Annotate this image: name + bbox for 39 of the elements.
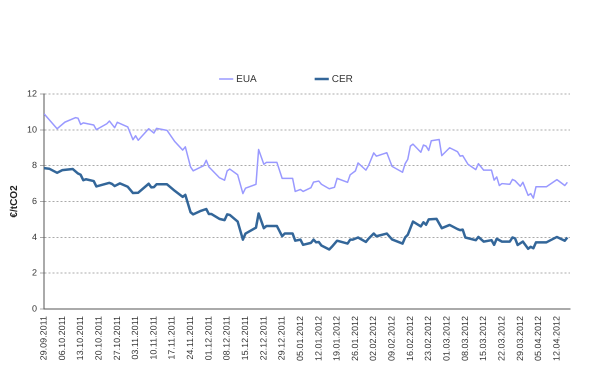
- x-tick-label: 08.12.2011: [222, 316, 232, 360]
- x-tick-label: 24.11.2011: [185, 316, 196, 360]
- x-tick-label: 29.12.2011: [276, 316, 287, 360]
- x-tick-label: 22.12.2011: [258, 316, 268, 360]
- y-tick-label: 6: [32, 196, 38, 206]
- x-tick-label: 29.03.2012: [514, 316, 525, 362]
- x-tick-label: 15.12.2011: [240, 316, 250, 360]
- x-tick-label: 09.02.2012: [386, 316, 397, 362]
- x-tick-label: 01.03.2012: [441, 316, 452, 362]
- y-tick-label: 4: [32, 232, 38, 242]
- y-axis-title: €/tCO2: [8, 184, 20, 218]
- y-tick-label: 10: [26, 124, 38, 134]
- x-tick-label: 26.01.2012: [350, 316, 360, 362]
- x-tick-label: 08.03.2012: [460, 316, 470, 362]
- x-tick-label: 16.02.2012: [404, 316, 415, 362]
- x-tick-label: 17.11.2011: [166, 316, 177, 360]
- x-tick-label: 13.10.2011: [75, 316, 86, 360]
- x-tick-label: 01.12.2011: [203, 316, 214, 360]
- x-tick-label: 29.09.2011: [38, 316, 48, 360]
- legend-label: EUA: [236, 74, 258, 85]
- y-tick-label: 12: [26, 88, 38, 98]
- x-tick-label: 27.10.2011: [112, 316, 122, 360]
- x-tick-label: 03.11.2011: [130, 316, 140, 360]
- y-tick-label: 2: [32, 268, 38, 278]
- x-tick-label: 20.10.2011: [93, 316, 104, 360]
- legend-label: CER: [332, 74, 353, 85]
- x-tick-label: 23.02.2012: [423, 316, 434, 362]
- x-tick-label: 06.10.2011: [56, 316, 67, 360]
- x-tick-label: 02.02.2012: [368, 316, 378, 362]
- x-tick-label: 05.01.2012: [294, 316, 305, 362]
- x-tick-label: 19.01.2012: [332, 316, 342, 362]
- x-tick-label: 12.04.2012: [551, 316, 562, 362]
- y-tick-label: 8: [32, 160, 38, 170]
- x-tick-label: 15.03.2012: [478, 316, 488, 362]
- x-tick-label: 10.11.2011: [148, 316, 158, 360]
- y-tick-label: 0: [32, 303, 38, 314]
- x-tick-label: 12.01.2012: [313, 316, 324, 362]
- x-tick-label: 22.03.2012: [496, 316, 506, 362]
- x-tick-label: 05.04.2012: [533, 316, 544, 362]
